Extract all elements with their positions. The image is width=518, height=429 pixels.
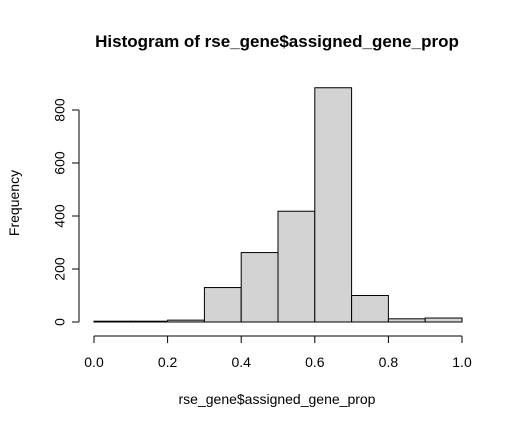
x-axis-label: rse_gene$assigned_gene_prop — [179, 391, 376, 407]
chart-title: Histogram of rse_gene$assigned_gene_prop — [95, 32, 459, 51]
x-tick-label-5: 1.0 — [452, 354, 472, 370]
histogram-bar-0 — [93, 320, 132, 323]
y-tick-label-3: 600 — [52, 151, 68, 175]
x-tick-label-0: 0.0 — [84, 354, 104, 370]
y-tick-label-4: 800 — [52, 98, 68, 122]
x-tick-label-1: 0.2 — [158, 354, 178, 370]
bars-group — [93, 87, 463, 323]
histogram-bar-1 — [130, 320, 169, 323]
x-tick-label-2: 0.4 — [231, 354, 251, 370]
histogram-bar-8 — [387, 318, 426, 323]
histogram-bar-6 — [314, 87, 353, 323]
x-tick-label-4: 0.8 — [379, 354, 399, 370]
histogram-bar-4 — [240, 252, 279, 323]
x-tick-label-3: 0.6 — [305, 354, 325, 370]
histogram-bar-7 — [351, 295, 389, 323]
histogram-bar-2 — [167, 319, 205, 323]
y-tick-label-2: 400 — [52, 204, 68, 228]
x-axis: 0.0 0.2 0.4 0.6 0.8 1.0 — [84, 335, 472, 370]
y-tick-label-0: 0 — [52, 318, 68, 326]
histogram-bar-9 — [424, 317, 463, 323]
y-axis-label: Frequency — [6, 170, 22, 236]
histogram-bar-3 — [203, 287, 242, 323]
y-axis: 0 200 400 600 800 — [52, 98, 80, 326]
y-tick-label-1: 200 — [52, 257, 68, 281]
histogram-bar-5 — [277, 210, 316, 323]
